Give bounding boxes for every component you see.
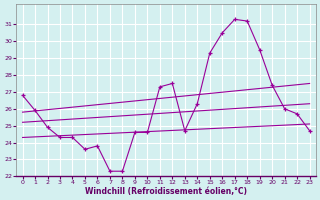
X-axis label: Windchill (Refroidissement éolien,°C): Windchill (Refroidissement éolien,°C) — [85, 187, 247, 196]
